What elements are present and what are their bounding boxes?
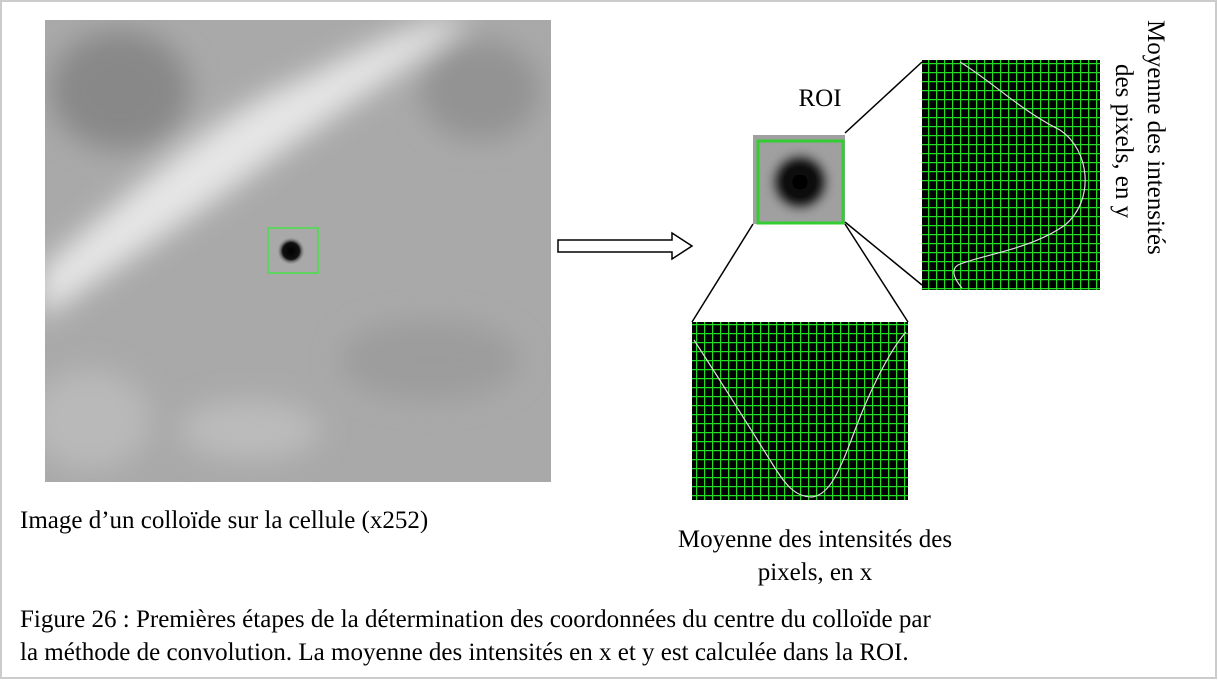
micrograph: [45, 20, 551, 482]
caption: Figure 26 : Premières étapes de la déter…: [20, 606, 931, 633]
caption: la méthode de convolution. La moyenne de…: [20, 639, 909, 666]
profile-y-label: Moyenne des intensités: [1142, 20, 1169, 255]
profile-x-label: Moyenne des intensités des: [678, 526, 952, 553]
profile-y: [922, 60, 1100, 290]
roi-thumbnail: [753, 135, 845, 225]
profile-x: [692, 322, 908, 500]
connector-lines: [691, 61, 923, 323]
profile-x-label: pixels, en x: [758, 559, 873, 586]
roi-label: ROI: [798, 85, 841, 112]
profile-y-label: des pixels, en y: [1110, 64, 1137, 219]
arrow: [557, 231, 694, 261]
image-label: Image d’un colloïde sur la cellule (x252…: [20, 507, 428, 534]
